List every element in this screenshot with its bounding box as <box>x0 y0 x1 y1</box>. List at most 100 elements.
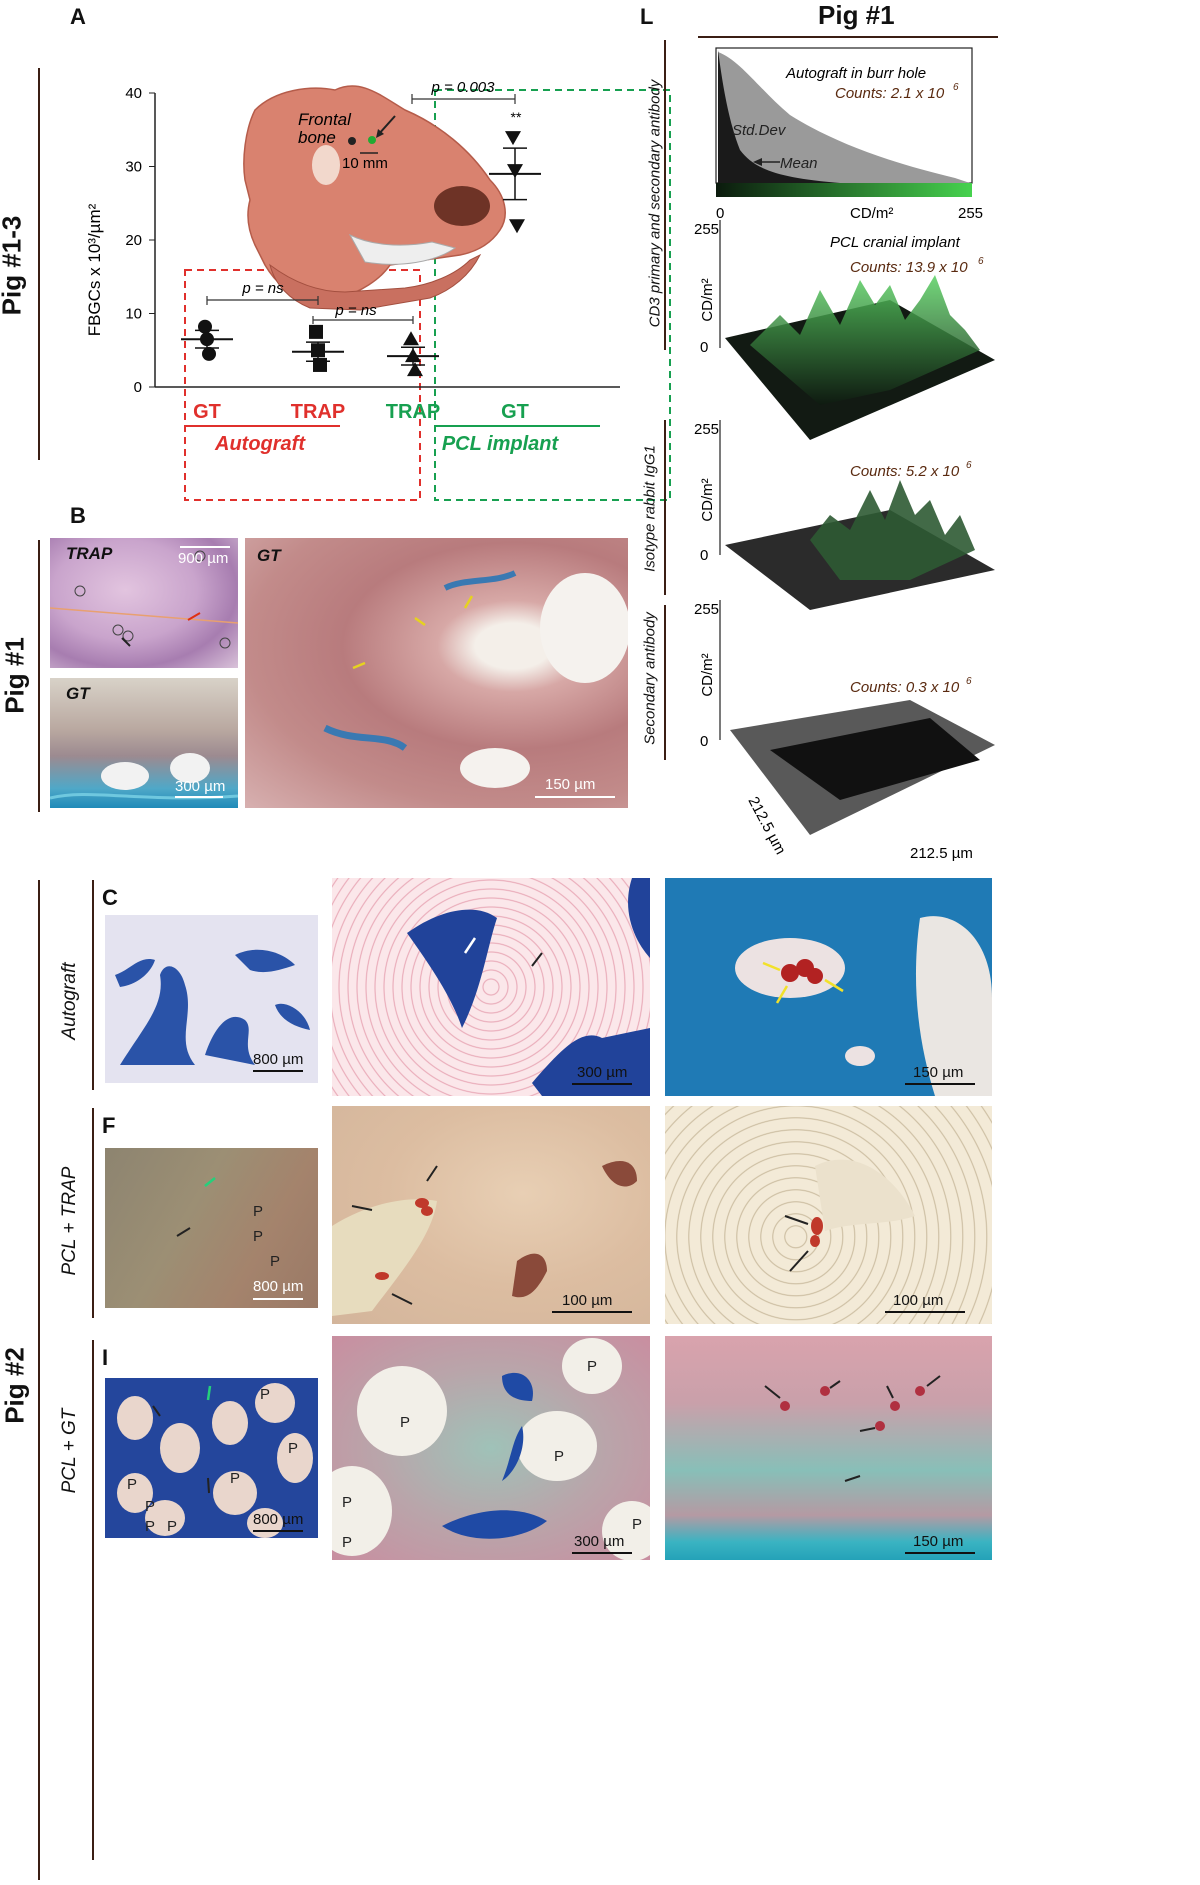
k-scalebar <box>905 1552 975 1554</box>
hist-title: Autograft in burr hole <box>785 65 926 82</box>
group-label-pcl: PCL implant <box>442 433 560 455</box>
y-axis-label: FBGCs x 10³/µm² <box>85 203 104 336</box>
surf1-counts-exp: 6 <box>978 256 984 267</box>
f-pore-3: P <box>270 1253 281 1270</box>
b-gt-large-scalebar <box>535 796 615 798</box>
pig-skull-illustration: Frontal bone 10 mm <box>243 85 506 311</box>
surf2-z0: 0 <box>700 547 708 564</box>
j-scalebar <box>572 1552 632 1554</box>
y-tick-label: 0 <box>134 379 142 396</box>
row-label-pig13: Pig #1-3 <box>0 215 27 316</box>
l-histogram: Autograft in burr hole Counts: 2.1 x 10 … <box>715 47 983 222</box>
b-gt-large-label: GT <box>257 546 281 565</box>
e-scalebar <box>905 1083 975 1085</box>
pcl-gt-divider <box>92 1340 94 1860</box>
surf3-counts-exp: 6 <box>966 676 972 687</box>
h-scalebar <box>885 1311 965 1313</box>
y-tick-label: 20 <box>125 232 142 249</box>
y-tick-label: 30 <box>125 159 142 176</box>
l-side-label-bot: Secondary antibody <box>641 612 659 745</box>
pig1-header-line <box>698 36 998 38</box>
d-micrograph: 300 µm <box>332 878 650 1096</box>
data-point <box>309 324 323 339</box>
pig1-divider <box>38 540 40 812</box>
j-pore-2: P <box>554 1448 565 1465</box>
surf3-counts: Counts: 0.3 x 10 <box>850 679 960 696</box>
row-label-pcl-gt: PCL + GT <box>59 1408 80 1494</box>
surf1-z0: 0 <box>700 339 708 356</box>
surf2-zlabel: CD/m² <box>699 478 716 521</box>
surf1-zlabel: CD/m² <box>699 278 716 321</box>
histogram-mean-area <box>718 50 840 183</box>
pig1-header: Pig #1 <box>818 0 895 30</box>
b-gt-small-label: GT <box>66 684 90 703</box>
surf3-dim-b: 212.5 µm <box>910 845 973 862</box>
surf3-dim-a: 212.5 µm <box>744 794 789 857</box>
data-point <box>407 362 423 377</box>
i-micrograph: P P P P P P P 800 µm <box>105 1378 318 1538</box>
panel-label-a: A <box>70 4 86 29</box>
hist-xlabel: CD/m² <box>850 205 893 222</box>
row-label-pcl-trap: PCL + TRAP <box>59 1166 80 1276</box>
skull-label-bone: bone <box>298 128 336 147</box>
b-gt-small-scale: 300 µm <box>175 778 226 795</box>
y-ticks: 0 10 20 30 40 <box>125 85 155 396</box>
e-micrograph: 150 µm <box>665 878 992 1096</box>
row-label-pig1: Pig #1 <box>0 637 30 714</box>
i-scalebar <box>253 1530 303 1532</box>
data-point <box>198 319 212 334</box>
panel-a-chart: Frontal bone 10 mm 0 10 20 30 40 FBGCs x 10³… <box>85 79 671 501</box>
surf1-z255: 255 <box>694 221 719 238</box>
g-micrograph: 100 µm <box>332 1106 650 1324</box>
b-gt-small-scalebar <box>175 796 223 798</box>
i-pore-2: P <box>288 1440 299 1457</box>
bracket-label-3: p = 0.003 <box>431 79 496 96</box>
f-scale: 800 µm <box>253 1278 304 1295</box>
data-point <box>509 219 525 234</box>
bracket-trap: p = ns <box>312 302 414 324</box>
data-point <box>505 131 521 146</box>
autograft-box <box>184 269 421 501</box>
l-side-label-top: CD3 primary and secondary antibody <box>646 79 664 328</box>
skull-scale-label: 10 mm <box>342 155 388 172</box>
category-label: TRAP <box>291 401 345 423</box>
c-scalebar <box>253 1070 303 1072</box>
g-scalebar <box>552 1311 632 1313</box>
bracket-autograft: p = ns <box>206 280 319 305</box>
h-micrograph: 100 µm <box>665 1106 992 1324</box>
b-trap-label: TRAP <box>66 544 113 563</box>
b-gt-large-scale: 150 µm <box>545 776 596 793</box>
panel-label-i: I <box>102 1345 109 1370</box>
j-pore-3: P <box>342 1494 353 1511</box>
panel-label-l: L <box>640 4 654 29</box>
j-pore-5: P <box>587 1358 598 1375</box>
hist-counts: Counts: 2.1 x 10 <box>835 85 945 102</box>
i-pore-1: P <box>260 1386 271 1403</box>
autograft-divider <box>92 880 94 1090</box>
h-scale: 100 µm <box>893 1292 944 1309</box>
d-scale: 300 µm <box>577 1064 628 1081</box>
significance-stars: ** <box>511 109 522 125</box>
bracket-label-1: p = ns <box>241 280 284 297</box>
j-micrograph: P P P P P P 300 µm <box>332 1336 650 1560</box>
l-divider-mid <box>664 420 666 595</box>
pig13-divider <box>38 68 40 460</box>
surf3-zlabel: CD/m² <box>699 653 716 696</box>
f-micrograph: P P P 800 µm <box>105 1148 318 1308</box>
data-point <box>311 343 325 358</box>
data-point <box>313 357 327 372</box>
l-divider-top <box>664 40 666 350</box>
j-pore-4: P <box>342 1534 353 1551</box>
l-divider-bot <box>664 605 666 760</box>
y-tick-label: 40 <box>125 85 142 102</box>
g-scale: 100 µm <box>562 1292 613 1309</box>
i-scale: 800 µm <box>253 1511 304 1528</box>
k-micrograph: 150 µm <box>665 1336 992 1560</box>
l-surface-plot-2: 255 0 CD/m² Counts: 5.2 x 10 6 <box>694 420 995 610</box>
b-trap-scale: 900 µm <box>178 550 229 567</box>
d-scalebar <box>572 1083 632 1085</box>
bracket-label-2: p = ns <box>334 302 377 319</box>
b-gt-small-micrograph: GT 300 µm <box>50 678 238 808</box>
l-side-label-mid: Isotype rabbit IgG1 <box>641 445 659 572</box>
j-pore-1: P <box>400 1414 411 1431</box>
